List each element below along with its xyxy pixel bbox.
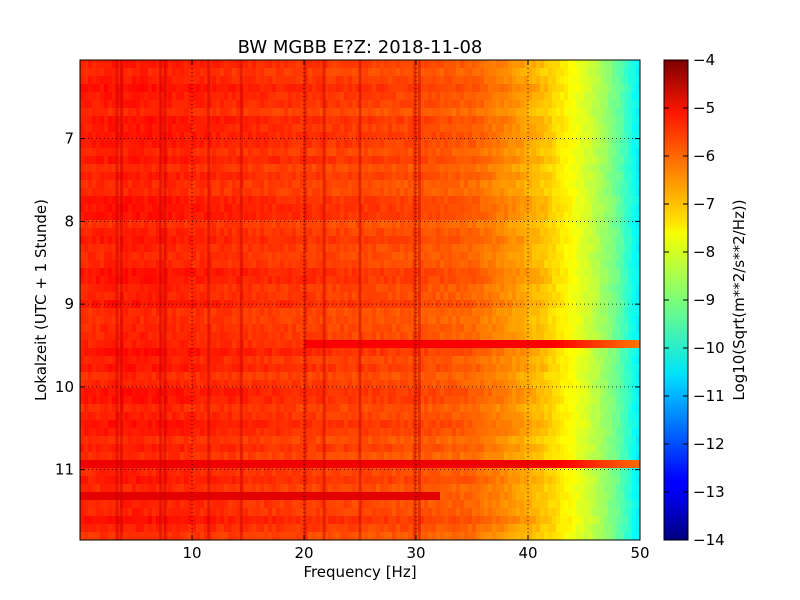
grid-lines — [80, 60, 640, 540]
spectral-line — [115, 60, 119, 540]
colorbar-tick-label: −11 — [693, 387, 725, 405]
colorbar-tick-label: −8 — [693, 243, 715, 261]
colorbar-ticks: −4 −5 −6 −7 −8 −9 −10 −11 −12 −13 −14 — [664, 51, 725, 549]
x-tick-label: 30 — [406, 544, 425, 562]
x-axis-ticks: 10 20 30 40 50 — [182, 60, 650, 562]
y-tick-label: 10 — [55, 378, 74, 396]
y-axis-ticks: 7 8 9 10 11 — [55, 130, 640, 479]
spectral-line — [358, 60, 362, 540]
colorbar-tick-label: −13 — [693, 483, 725, 501]
colorbar-label: Log10(Sqrt(m**2/s**2/Hz)) — [730, 199, 748, 400]
y-tick-label: 8 — [64, 212, 74, 230]
colorbar-tick-label: −9 — [693, 291, 715, 309]
y-tick-label: 7 — [64, 130, 74, 148]
spectral-line — [303, 60, 307, 540]
x-axis-label: Frequency [Hz] — [303, 563, 416, 581]
chart-title: BW MGBB E?Z: 2018-11-08 — [238, 37, 483, 58]
colorbar-tick-label: −6 — [693, 147, 715, 165]
x-tick-label: 10 — [182, 544, 201, 562]
spectral-line — [159, 60, 163, 540]
plot-frame — [79, 59, 641, 541]
spectrogram-image — [80, 60, 640, 540]
x-tick-label: 20 — [294, 544, 313, 562]
y-tick-label: 11 — [55, 461, 74, 479]
spectral-line — [207, 60, 211, 540]
colorbar-tick-label: −7 — [693, 195, 715, 213]
spectral-line — [163, 60, 167, 540]
x-tick-label: 40 — [518, 544, 537, 562]
spectral-line — [413, 60, 417, 540]
colorbar-tick-label: −14 — [693, 531, 725, 549]
y-axis-label: Lokalzeit (UTC + 1 Stunde) — [32, 199, 50, 401]
colorbar-tick-label: −10 — [693, 339, 725, 357]
x-tick-label: 50 — [630, 544, 649, 562]
spectral-line — [119, 60, 123, 540]
spectral-line — [239, 60, 243, 540]
colorbar-tick-label: −5 — [693, 99, 715, 117]
spectral-line — [417, 60, 421, 540]
spectral-line — [322, 60, 326, 540]
colorbar-tick-label: −4 — [693, 51, 715, 69]
y-tick-label: 9 — [64, 295, 74, 313]
colorbar-tick-label: −12 — [693, 435, 725, 453]
